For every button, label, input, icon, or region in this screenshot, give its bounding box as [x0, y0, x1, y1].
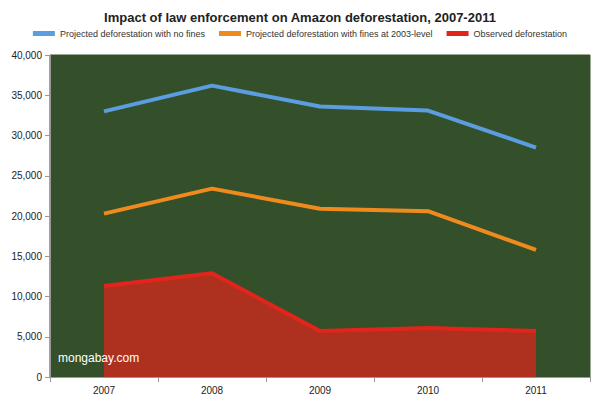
svg-text:10,000: 10,000 — [11, 291, 42, 302]
svg-text:30,000: 30,000 — [11, 130, 42, 141]
svg-text:2009: 2009 — [309, 385, 332, 396]
svg-text:5,000: 5,000 — [17, 331, 42, 342]
svg-text:2011: 2011 — [525, 385, 547, 396]
svg-text:mongabay.com: mongabay.com — [58, 351, 139, 365]
svg-text:Projected deforestation with n: Projected deforestation with no fines — [60, 29, 206, 39]
svg-text:2007: 2007 — [93, 385, 116, 396]
svg-text:15,000: 15,000 — [11, 251, 42, 262]
svg-text:0: 0 — [36, 372, 42, 383]
svg-text:2008: 2008 — [201, 385, 224, 396]
svg-text:Projected deforestation with f: Projected deforestation with fines at 20… — [246, 29, 433, 39]
svg-text:35,000: 35,000 — [11, 90, 42, 101]
svg-text:40,000: 40,000 — [11, 50, 42, 61]
svg-text:Impact of law enforcement on A: Impact of law enforcement on Amazon defo… — [104, 10, 496, 25]
svg-text:25,000: 25,000 — [11, 170, 42, 181]
svg-text:20,000: 20,000 — [11, 211, 42, 222]
svg-text:Observed deforestation: Observed deforestation — [474, 29, 568, 39]
svg-text:2010: 2010 — [417, 385, 440, 396]
